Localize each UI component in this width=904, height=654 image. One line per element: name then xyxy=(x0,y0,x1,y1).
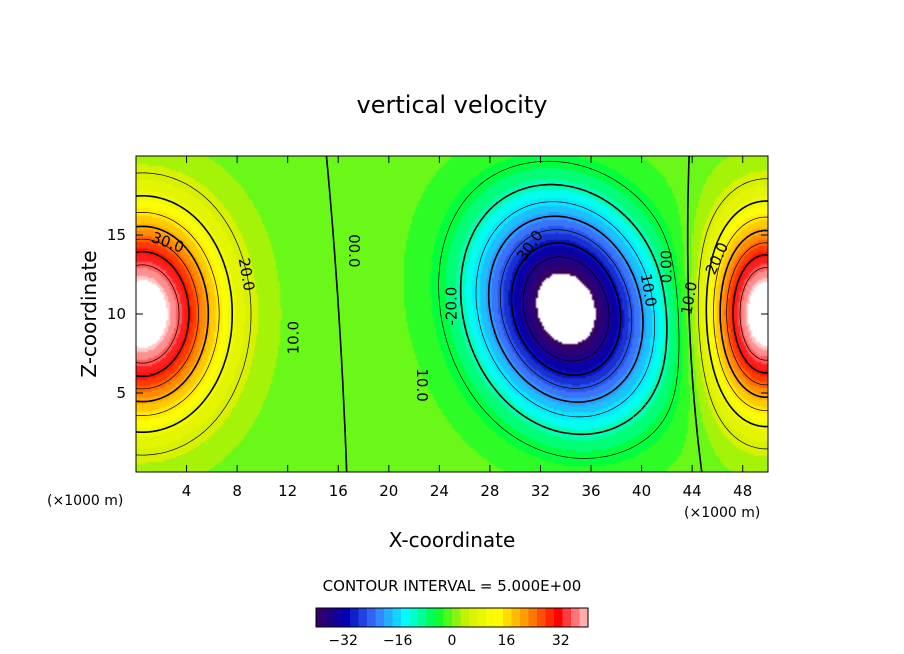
contour-interval-label: CONTOUR INTERVAL = 5.000E+00 xyxy=(323,577,582,595)
contour-line xyxy=(325,156,703,472)
x-tick-label: 44 xyxy=(683,482,702,500)
colorbar-swatch xyxy=(545,608,555,627)
colorbar-tick-label: −16 xyxy=(383,633,413,649)
contour-label: 10.0 xyxy=(637,272,661,308)
colorbar-tick-label: 0 xyxy=(448,633,457,649)
contour-label: -20.0 xyxy=(443,287,461,326)
colorbar-swatch xyxy=(316,608,326,627)
contour-line xyxy=(136,212,768,416)
contour-line xyxy=(136,195,768,433)
colorbar-swatch xyxy=(494,608,504,627)
contour-line xyxy=(136,250,768,378)
colorbar-swatch xyxy=(452,608,462,627)
contour-label: 0.00 xyxy=(657,250,675,283)
contour-line xyxy=(510,242,622,376)
colorbar-tick-label: −32 xyxy=(328,633,358,649)
colorbar-swatch xyxy=(579,608,589,627)
colorbar-swatch xyxy=(443,608,453,627)
contour-line xyxy=(136,238,768,390)
colorbar-swatch xyxy=(333,608,343,627)
colorbar-swatch xyxy=(418,608,428,627)
colorbar-swatch xyxy=(384,608,394,627)
chart-title: vertical velocity xyxy=(357,91,548,119)
x-tick-label: 4 xyxy=(182,482,192,500)
x-tick-label: 40 xyxy=(632,482,651,500)
y-axis-label: Z-coordinate xyxy=(77,250,101,377)
colorbar-swatch xyxy=(554,608,564,627)
y-tick-label: 5 xyxy=(116,384,126,402)
contour-label: 10.0 xyxy=(413,368,431,401)
colorbar-swatch xyxy=(401,608,411,627)
contour-line xyxy=(522,256,610,362)
x-tick-label: 8 xyxy=(232,482,242,500)
colorbar-tick-label: 16 xyxy=(497,633,515,649)
x-axis-label: X-coordinate xyxy=(389,528,516,552)
colorbar-swatch xyxy=(367,608,377,627)
contour-label: 10.0 xyxy=(677,280,701,316)
colorbar-swatch xyxy=(435,608,445,627)
colorbar xyxy=(316,608,589,627)
colorbar-swatch xyxy=(409,608,419,627)
colorbar-frame xyxy=(315,607,589,628)
x-unit-right: (×1000 m) xyxy=(684,505,760,521)
contour-label: 10.0 xyxy=(285,321,303,354)
contour-line xyxy=(136,172,768,456)
plot-area: 30.020.010.000.0-20.010.030.010.00.0010.… xyxy=(136,156,768,472)
x-axis-ticks: 4 8 12 16 20 24 28 32 36 40 44 48 xyxy=(182,156,752,500)
colorbar-swatch xyxy=(358,608,368,627)
x-tick-label: 24 xyxy=(430,482,449,500)
colorbar-swatch xyxy=(324,608,334,627)
contour-line xyxy=(438,160,680,459)
contour-line xyxy=(136,225,768,403)
colorbar-swatch xyxy=(426,608,436,627)
colorbar-swatch xyxy=(375,608,385,627)
colorbar-swatch xyxy=(520,608,530,627)
colorbar-swatch xyxy=(503,608,513,627)
colorbar-tick-label: 32 xyxy=(552,633,570,649)
contour-lines xyxy=(136,156,768,472)
colorbar-swatch xyxy=(486,608,496,627)
contour-line xyxy=(499,229,633,389)
x-tick-label: 12 xyxy=(278,482,297,500)
colorbar-swatch xyxy=(341,608,351,627)
x-tick-label: 32 xyxy=(531,482,550,500)
colorbar-swatch xyxy=(562,608,572,627)
colorbar-swatch xyxy=(460,608,470,627)
contour-label: 00.0 xyxy=(345,234,363,267)
x-tick-label: 16 xyxy=(329,482,348,500)
colorbar-swatch xyxy=(528,608,538,627)
contour-line xyxy=(487,215,644,403)
x-tick-label: 28 xyxy=(480,482,499,500)
x-tick-label: 48 xyxy=(733,482,752,500)
y-tick-label: 10 xyxy=(107,305,126,323)
colorbar-swatch xyxy=(571,608,581,627)
x-tick-label: 20 xyxy=(379,482,398,500)
contour-line xyxy=(459,183,668,436)
colorbar-swatch xyxy=(392,608,402,627)
colorbar-swatch xyxy=(477,608,487,627)
colorbar-swatch xyxy=(469,608,479,627)
contour-line xyxy=(136,264,768,364)
x-tick-label: 36 xyxy=(581,482,600,500)
colorbar-swatch xyxy=(350,608,360,627)
colorbar-swatch xyxy=(511,608,521,627)
contour-line xyxy=(475,201,656,418)
x-unit-left: (×1000 m) xyxy=(47,493,123,509)
velocity-field xyxy=(136,156,768,472)
y-tick-label: 15 xyxy=(107,226,126,244)
colorbar-ticks: −32 −16 0 16 32 xyxy=(328,633,569,649)
colorbar-swatch xyxy=(537,608,547,627)
contour-label: 20.0 xyxy=(235,256,259,292)
y-axis-ticks: 5 10 15 xyxy=(107,226,768,402)
